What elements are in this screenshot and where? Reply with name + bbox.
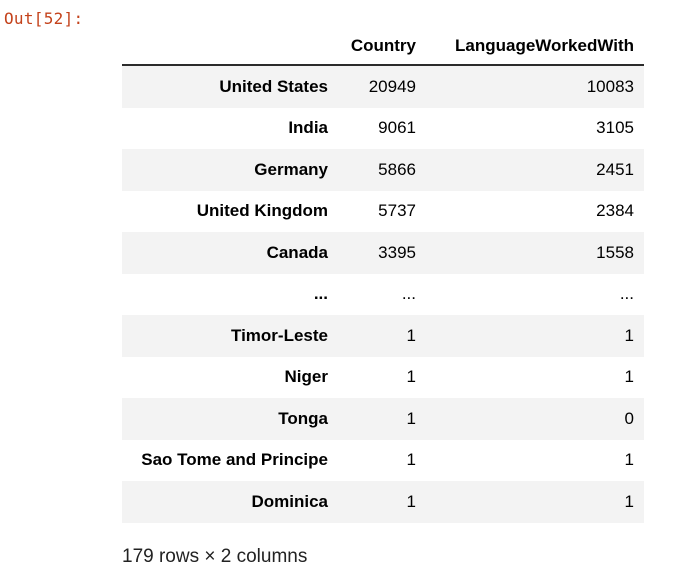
column-header-country: Country [338,28,426,66]
table-row: United Kingdom 5737 2384 [122,191,644,233]
table-row: Germany 5866 2451 [122,149,644,191]
column-header-languageworkedwith: LanguageWorkedWith [426,28,644,66]
dataframe-table: Country LanguageWorkedWith United States… [122,28,644,523]
cell-country: 1 [406,450,416,470]
cell-country: 9061 [378,118,416,138]
cell-languageworkedwith: ... [619,284,634,304]
row-index-label: Timor-Leste [231,325,328,345]
table-row: Timor-Leste 1 1 [122,315,644,357]
table-header: Country LanguageWorkedWith [122,28,644,66]
cell-country: 1 [406,491,416,511]
cell-languageworkedwith: 10083 [586,76,634,96]
table-body: United States 20949 10083 India 9061 310… [122,65,644,523]
cell-languageworkedwith: 1 [624,367,634,387]
cell-country: 1 [406,367,416,387]
cell-country: 5866 [378,159,416,179]
cell-languageworkedwith: 3105 [596,118,634,138]
table-shape-summary: 179 rows × 2 columns [122,546,308,567]
table-row: India 9061 3105 [122,108,644,150]
row-index-label: Niger [284,367,328,387]
cell-languageworkedwith: 2451 [596,159,634,179]
table-row: Tonga 1 0 [122,398,644,440]
row-index-label: Germany [254,159,328,179]
table-row: Niger 1 1 [122,357,644,399]
table-row: Sao Tome and Principe 1 1 [122,440,644,482]
cell-country: 3395 [378,242,416,262]
cell-languageworkedwith: 1 [624,450,634,470]
cell-country: 1 [406,408,416,428]
row-index-label: United Kingdom [196,201,328,221]
cell-languageworkedwith: 1 [624,325,634,345]
row-index-label: Dominica [251,491,328,511]
table-row: United States 20949 10083 [122,65,644,108]
cell-languageworkedwith: 2384 [596,201,634,221]
row-index-label: United States [219,76,328,96]
table-row: Dominica 1 1 [122,481,644,523]
row-index-label: India [288,118,328,138]
row-index-label: Tonga [278,408,328,428]
cell-country: 20949 [368,76,416,96]
output-prompt: Out[52]: [4,9,84,28]
header-row: Country LanguageWorkedWith [122,28,644,66]
cell-languageworkedwith: 0 [624,408,634,428]
index-header [122,28,338,66]
cell-languageworkedwith: 1 [624,491,634,511]
table-row-ellipsis: ... ... ... [122,274,644,316]
row-index-label: Canada [266,242,328,262]
row-index-label: Sao Tome and Principe [141,450,328,470]
row-index-label: ... [313,284,328,304]
table-row: Canada 3395 1558 [122,232,644,274]
cell-country: ... [401,284,416,304]
cell-country: 1 [406,325,416,345]
cell-country: 5737 [378,201,416,221]
cell-languageworkedwith: 1558 [596,242,634,262]
